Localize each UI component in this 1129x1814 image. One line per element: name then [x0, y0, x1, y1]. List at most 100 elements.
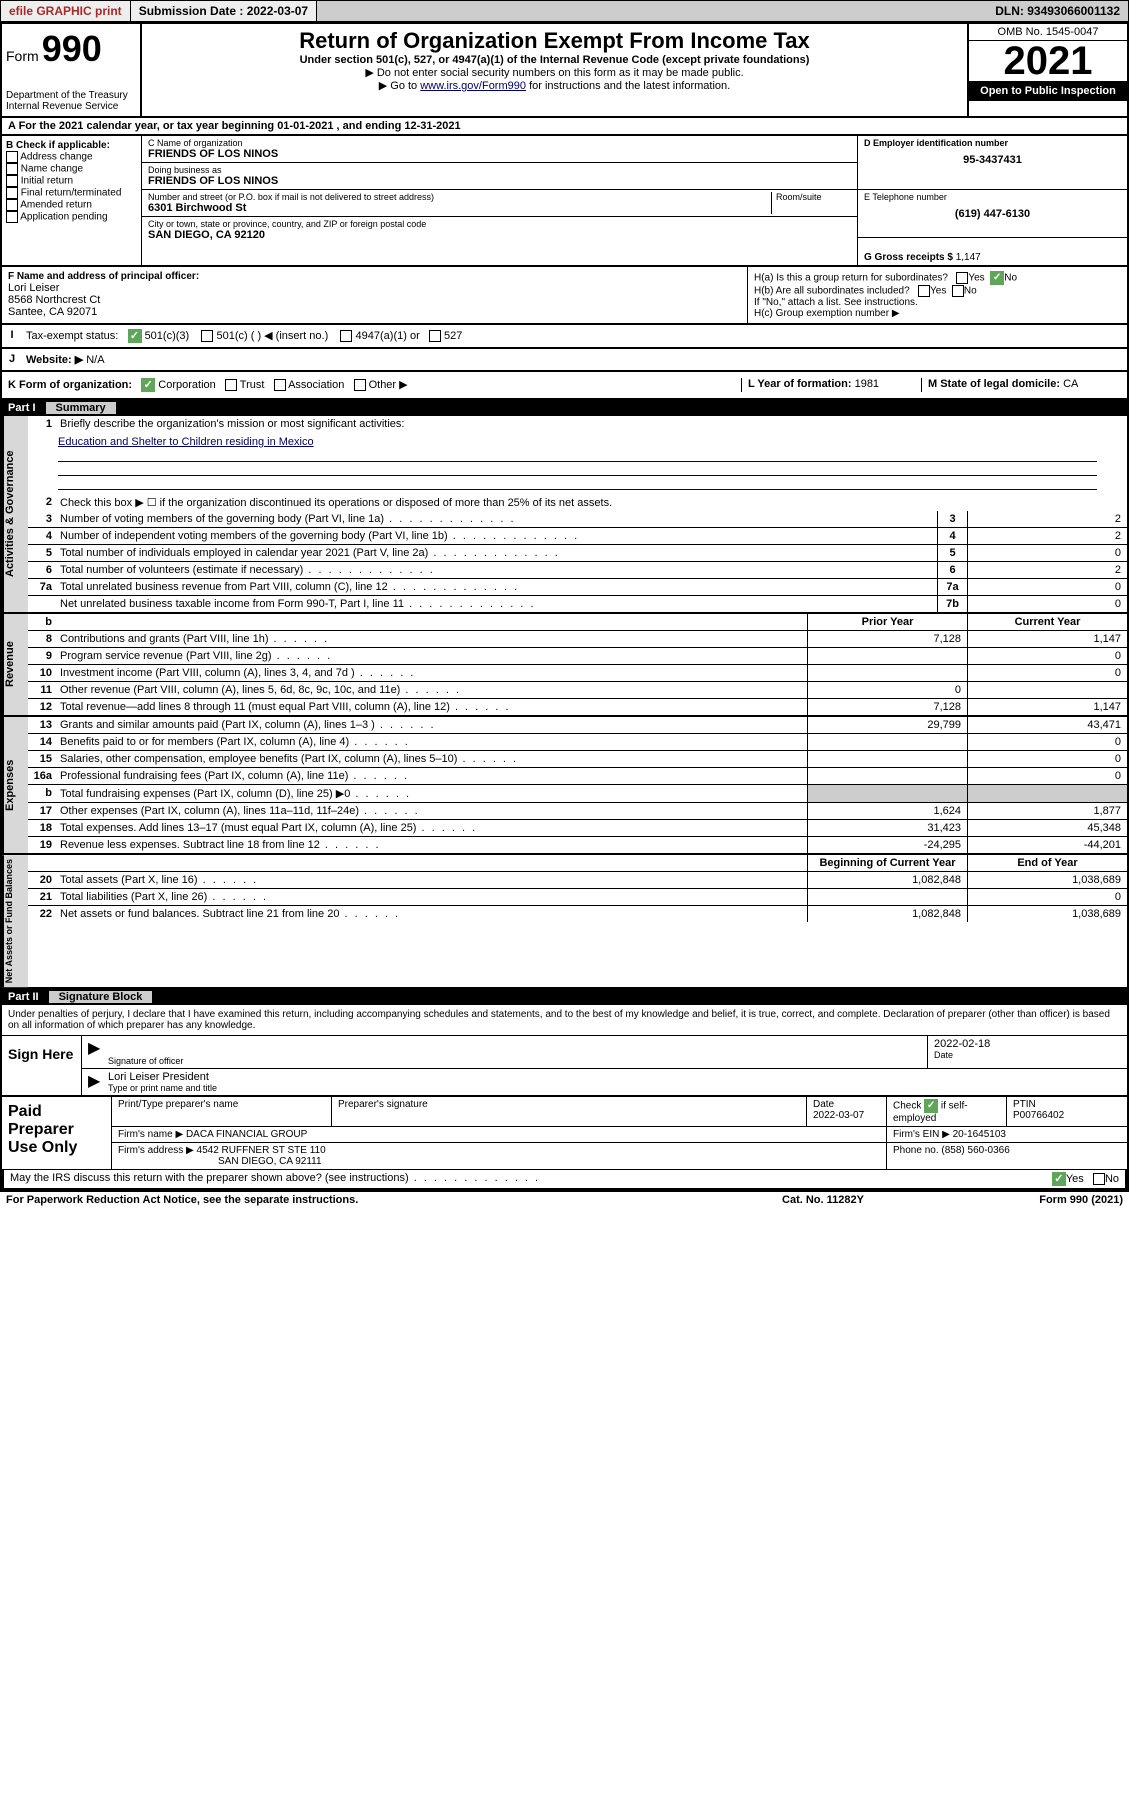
city-label: City or town, state or province, country… [148, 219, 851, 229]
col-d-ein: D Employer identification number 95-3437… [857, 136, 1127, 265]
prep-date-value: 2022-03-07 [813, 1110, 880, 1121]
section-bcd: B Check if applicable: Address change Na… [0, 136, 1129, 267]
subtitle-3: ▶ Go to www.irs.gov/Form990 for instruct… [146, 79, 963, 92]
part2-title: Signature Block [49, 991, 153, 1003]
form-label: Form [6, 48, 39, 64]
part1-label: Part I [8, 402, 46, 414]
dba-name: FRIENDS OF LOS NINOS [148, 175, 851, 187]
q2-checkbox: Check this box ▶ ☐ if the organization d… [56, 494, 1127, 511]
paperwork-notice: For Paperwork Reduction Act Notice, see … [6, 1194, 723, 1206]
opt-trust: Trust [240, 379, 265, 391]
form-title: Return of Organization Exempt From Incom… [146, 28, 963, 54]
part1-title: Summary [46, 402, 116, 414]
may-irs-yes-check-icon: ✓ [1052, 1172, 1066, 1186]
year-formation-label: L Year of formation: [748, 378, 852, 390]
gross-receipts-label: G Gross receipts $ [864, 252, 953, 263]
firm-addr1: 4542 RUFFNER ST STE 110 [197, 1145, 326, 1156]
form-990-footer: Form 990 (2021) [923, 1194, 1123, 1206]
topbar: efile GRAPHIC print Submission Date : 20… [0, 0, 1129, 22]
org-name-label: C Name of organization [148, 138, 851, 148]
vlabel-revenue: Revenue [2, 614, 28, 715]
opt-corporation: Corporation [158, 379, 215, 391]
exp-line-b: b Total fundraising expenses (Part IX, c… [28, 785, 1127, 803]
goto-post: for instructions and the latest informat… [529, 80, 730, 92]
ha-no-check-icon: ✓ [990, 271, 1004, 285]
rev-line-10: 10 Investment income (Part VIII, column … [28, 665, 1127, 682]
prep-name-label: Print/Type preparer's name [118, 1099, 325, 1110]
firm-phone-label: Phone no. [893, 1145, 939, 1156]
irs-link[interactable]: www.irs.gov/Form990 [420, 80, 526, 92]
row-i-tax-status: I Tax-exempt status: ✓ 501(c)(3) 501(c) … [0, 325, 1129, 349]
hc-exemption: H(c) Group exemption number ▶ [754, 308, 1121, 319]
cat-no: Cat. No. 11282Y [723, 1194, 923, 1206]
may-irs-discuss: May the IRS discuss this return with the… [2, 1169, 1127, 1190]
corp-check-icon: ✓ [141, 378, 155, 392]
firm-phone-value: (858) 560-0366 [941, 1145, 1009, 1156]
gov-line-7a: 7a Total unrelated business revenue from… [28, 579, 1127, 596]
city-state-zip: SAN DIEGO, CA 92120 [148, 229, 851, 241]
cb-amended-return[interactable]: Amended return [6, 199, 137, 211]
firm-ein-label: Firm's EIN ▶ [893, 1129, 950, 1140]
col-prior-year: Prior Year [807, 614, 967, 630]
gov-line-4: 4 Number of independent voting members o… [28, 528, 1127, 545]
firm-name-label: Firm's name ▶ [118, 1129, 183, 1140]
part1-header: Part I Summary [0, 400, 1129, 416]
rev-line-11: 11 Other revenue (Part VIII, column (A),… [28, 682, 1127, 699]
net-line-21: 21 Total liabilities (Part X, line 26) 0 [28, 889, 1127, 906]
opt-other: Other ▶ [369, 379, 408, 391]
room-label: Room/suite [776, 192, 851, 202]
submission-date: Submission Date : 2022-03-07 [131, 1, 317, 21]
open-to-public: Open to Public Inspection [969, 81, 1127, 101]
telephone-value: (619) 447-6130 [864, 208, 1121, 220]
cb-address-change[interactable]: Address change [6, 151, 137, 163]
exp-line-14: 14 Benefits paid to or for members (Part… [28, 734, 1127, 751]
ein-value: 95-3437431 [864, 154, 1121, 166]
tax-exempt-label: Tax-exempt status: [26, 330, 118, 342]
dept-treasury: Department of the Treasury [6, 90, 136, 101]
exp-line-17: 17 Other expenses (Part IX, column (A), … [28, 803, 1127, 820]
rev-line-9: 9 Program service revenue (Part VIII, li… [28, 648, 1127, 665]
firm-name-value: DACA FINANCIAL GROUP [186, 1129, 307, 1140]
vlabel-netassets: Net Assets or Fund Balances [2, 855, 28, 987]
vlabel-governance: Activities & Governance [2, 416, 28, 612]
prep-sig-label: Preparer's signature [338, 1099, 800, 1110]
col-c-org-info: C Name of organization FRIENDS OF LOS NI… [142, 136, 857, 265]
cb-final-return[interactable]: Final return/terminated [6, 187, 137, 199]
tax-year: 2021 [969, 41, 1127, 81]
gov-line-3: 3 Number of voting members of the govern… [28, 511, 1127, 528]
row-klm: K Form of organization: ✓ Corporation Tr… [0, 372, 1129, 400]
cb-name-change[interactable]: Name change [6, 163, 137, 175]
part2-label: Part II [8, 991, 49, 1003]
firm-ein-value: 20-1645103 [953, 1129, 1006, 1140]
efile-print-btn[interactable]: efile GRAPHIC print [1, 1, 131, 21]
form-number: 990 [42, 28, 102, 69]
form-of-org-label: K Form of organization: [8, 379, 132, 391]
subtitle-2: ▶ Do not enter social security numbers o… [146, 66, 963, 79]
arrow-icon: ▶ [82, 1036, 102, 1068]
page-footer: For Paperwork Reduction Act Notice, see … [0, 1192, 1129, 1208]
website-label: Website: ▶ [26, 354, 83, 366]
name-title-label: Type or print name and title [108, 1083, 1121, 1093]
signature-block: Under penalties of perjury, I declare th… [0, 1005, 1129, 1192]
col-end-year: End of Year [967, 855, 1127, 871]
col-h-group: H(a) Is this a group return for subordin… [747, 267, 1127, 323]
form-header: Form 990 Department of the Treasury Inte… [0, 22, 1129, 118]
telephone-label: E Telephone number [864, 192, 1121, 202]
subtitle-1: Under section 501(c), 527, or 4947(a)(1)… [146, 54, 963, 66]
exp-line-16a: 16a Professional fundraising fees (Part … [28, 768, 1127, 785]
gov-line-7b: Net unrelated business taxable income fr… [28, 596, 1127, 612]
sig-date-label: Date [934, 1050, 1121, 1060]
exp-line-18: 18 Total expenses. Add lines 13–17 (must… [28, 820, 1127, 837]
cb-application-pending[interactable]: Application pending [6, 211, 137, 223]
goto-pre: ▶ Go to [379, 80, 420, 92]
row-j-website: J Website: ▶ N/A [0, 349, 1129, 372]
officer-addr2: Santee, CA 92071 [8, 306, 741, 318]
net-line-22: 22 Net assets or fund balances. Subtract… [28, 906, 1127, 922]
vlabel-expenses: Expenses [2, 717, 28, 853]
firm-addr-label: Firm's address ▶ [118, 1145, 194, 1156]
gross-receipts-value: 1,147 [956, 252, 981, 263]
cb-initial-return[interactable]: Initial return [6, 175, 137, 187]
dln: DLN: 93493066001132 [987, 1, 1128, 21]
col-f-officer: F Name and address of principal officer:… [2, 267, 747, 323]
firm-addr2: SAN DIEGO, CA 92111 [118, 1156, 880, 1167]
